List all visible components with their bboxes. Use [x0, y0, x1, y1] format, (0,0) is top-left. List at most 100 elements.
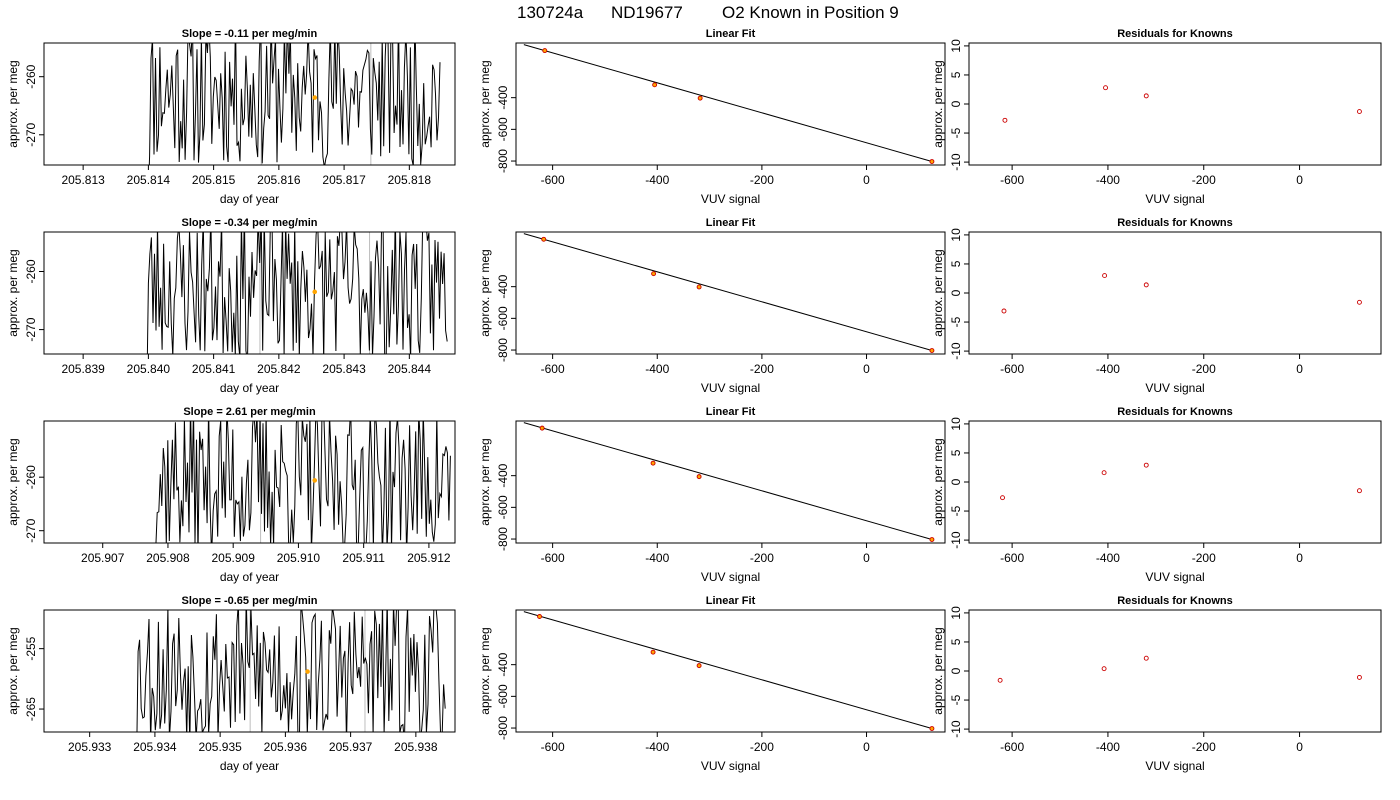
residual-point [1356, 674, 1362, 680]
residual-point [997, 677, 1003, 683]
x-axis-label: day of year [220, 192, 279, 206]
y-tick-label: -400 [496, 274, 510, 298]
x-tick-label: 205.843 [322, 362, 366, 376]
y-tick-label: -600 [496, 684, 510, 708]
x-tick-label: -600 [541, 362, 565, 376]
x-tick-label: 205.938 [394, 740, 438, 754]
figure-title-instrument: ND19677 [611, 3, 683, 22]
y-axis-label: approx. per meg [931, 627, 945, 714]
y-tick-label: -260 [24, 64, 38, 88]
y-tick-label: -10 [949, 720, 963, 738]
fit-data-point [539, 425, 545, 431]
x-tick-label: -600 [1000, 551, 1024, 565]
x-tick-label: 205.818 [388, 173, 432, 187]
y-axis-label: approx. per meg [6, 249, 20, 336]
x-tick-label: -600 [1000, 740, 1024, 754]
y-axis: 10 5 0 -5 -10 [949, 228, 969, 360]
x-axis-label: VUV signal [1145, 192, 1204, 206]
x-tick-label: -200 [1192, 740, 1216, 754]
signal-trace [136, 610, 446, 732]
y-axis: -260 -270 [24, 465, 44, 543]
panel-title: Linear Fit [706, 595, 756, 607]
panel-title: Linear Fit [706, 28, 756, 40]
y-tick-label: -10 [949, 531, 963, 549]
x-tick-label: -400 [645, 173, 669, 187]
y-tick-label: -600 [496, 495, 510, 519]
x-tick-label: 0 [1296, 740, 1303, 754]
x-tick-label: -200 [750, 362, 774, 376]
y-tick-label: -600 [496, 117, 510, 141]
y-tick-label: 10 [949, 606, 963, 620]
plot-area [1002, 85, 1362, 123]
plot-frame [43, 231, 456, 355]
panel-title: Residuals for Knowns [1117, 406, 1233, 418]
y-axis: -400 -600 -800 [496, 652, 516, 740]
signal-trace [148, 43, 441, 165]
x-axis: -600 -400 -200 0 [541, 732, 870, 754]
x-tick-label: -400 [1096, 551, 1120, 565]
plot-frame [968, 42, 1382, 166]
x-axis: -600 -400 -200 0 [1000, 732, 1303, 754]
x-tick-label: 0 [1296, 173, 1303, 187]
panel-title: Slope = -0.65 per meg/min [181, 595, 317, 607]
x-tick-label: -600 [1000, 173, 1024, 187]
y-tick-label: 5 [949, 260, 963, 267]
y-axis: 10 5 0 -5 -10 [949, 606, 969, 738]
x-tick-label: -600 [1000, 362, 1024, 376]
y-tick-label: 5 [949, 71, 963, 78]
plot-frame [515, 420, 946, 544]
x-axis: 205.907 205.908 205.909 205.910 205.911 205.9… [81, 543, 451, 565]
x-tick-label: 205.816 [257, 173, 301, 187]
x-tick-label: 0 [863, 740, 870, 754]
x-tick-label: 205.935 [198, 740, 242, 754]
x-tick-label: -400 [1096, 362, 1120, 376]
plot-area [1001, 273, 1362, 314]
residual-point [1001, 308, 1007, 314]
x-axis: 205.813 205.814 205.815 205.816 205.817 205.8… [61, 165, 431, 187]
mean-point [312, 95, 318, 100]
x-axis-label: VUV signal [1145, 381, 1204, 395]
residual-point [1143, 93, 1149, 99]
x-tick-label: -600 [541, 551, 565, 565]
fit-data-point [650, 649, 656, 655]
plot-frame [515, 42, 946, 166]
x-tick-label: -200 [1192, 551, 1216, 565]
y-tick-label: 10 [949, 417, 963, 431]
y-tick-label: -270 [24, 317, 38, 341]
fit-data-point [696, 663, 702, 669]
y-tick-label: -600 [496, 306, 510, 330]
plot-area [997, 655, 1362, 683]
x-tick-label: 205.907 [81, 551, 125, 565]
x-tick-label: 205.813 [61, 173, 105, 187]
y-tick-label: -800 [496, 527, 510, 551]
fit-data-point [651, 271, 657, 277]
y-tick-label: 0 [949, 100, 963, 107]
panel-title: Residuals for Knowns [1117, 217, 1233, 229]
plot-area [148, 43, 441, 165]
fit-data-point [650, 460, 656, 466]
x-axis-label: VUV signal [701, 381, 760, 395]
x-axis-label: VUV signal [701, 759, 760, 773]
panel-r4-c2: Linear Fit -600 -400 -200 0 VUV signal -400-60… [478, 595, 946, 773]
y-axis: -260 -270 [24, 64, 44, 147]
x-axis-label: VUV signal [1145, 759, 1204, 773]
y-tick-label: -800 [496, 149, 510, 173]
x-axis: 205.839 205.840 205.841 205.842 205.843 205.8… [61, 354, 431, 376]
y-tick-label: -10 [949, 342, 963, 360]
plot-frame [43, 42, 456, 166]
x-tick-label: -600 [541, 740, 565, 754]
x-tick-label: 205.817 [322, 173, 366, 187]
y-tick-label: -5 [949, 694, 963, 705]
residual-point [1103, 85, 1108, 91]
x-axis: -600 -400 -200 0 [1000, 165, 1303, 187]
x-tick-label: 205.934 [133, 740, 177, 754]
plot-frame [968, 420, 1382, 544]
x-axis: -600 -400 -200 0 [1000, 543, 1303, 565]
plot-area [136, 610, 446, 732]
mean-point [305, 669, 310, 674]
